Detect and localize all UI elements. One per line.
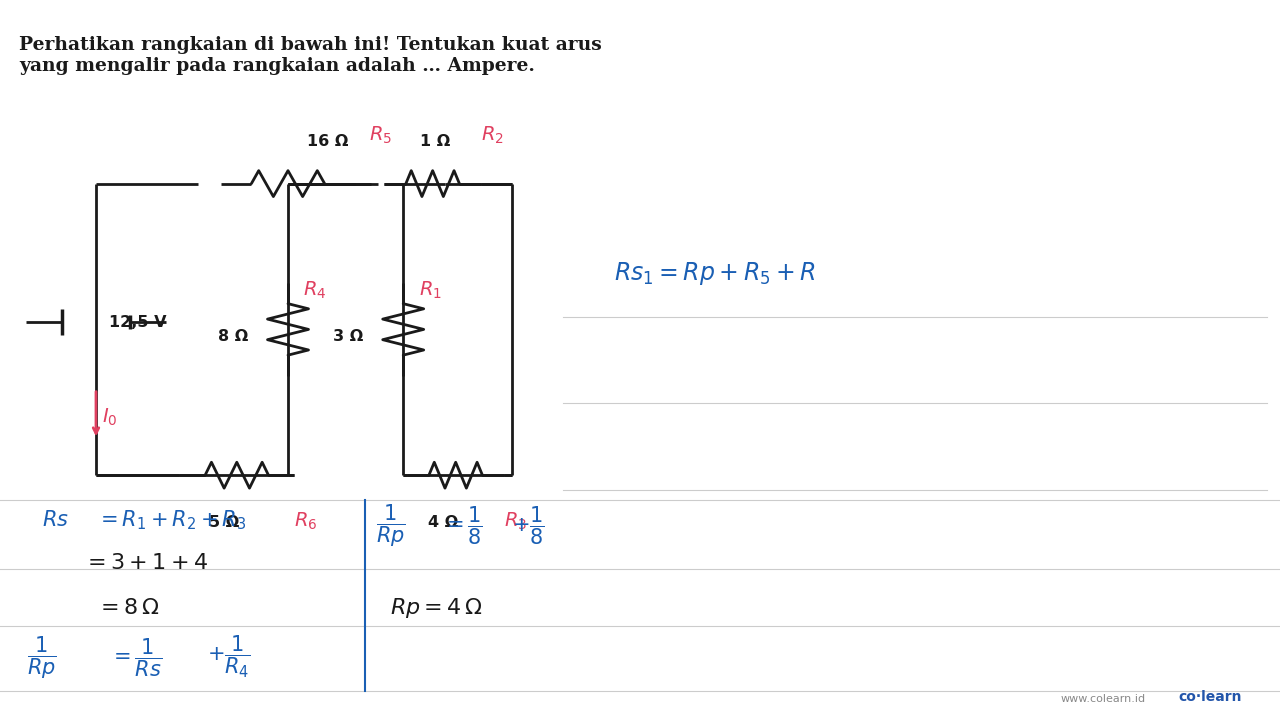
Text: Perhatikan rangkaian di bawah ini! Tentukan kuat arus
yang mengalir pada rangkai: Perhatikan rangkaian di bawah ini! Tentu… (19, 36, 602, 75)
Text: $= \dfrac{1}{Rs}$: $= \dfrac{1}{Rs}$ (109, 636, 161, 679)
Text: $\dfrac{1}{Rp}$: $\dfrac{1}{Rp}$ (27, 634, 58, 680)
Text: $R_4$: $R_4$ (303, 279, 326, 301)
Text: $= 3 + 1 + 4$: $= 3 + 1 + 4$ (83, 552, 209, 574)
Text: $Rs$: $Rs$ (42, 510, 69, 530)
Text: $+ \dfrac{1}{8}$: $+ \dfrac{1}{8}$ (512, 504, 545, 547)
Text: $\dfrac{1}{Rp}$: $\dfrac{1}{Rp}$ (375, 503, 406, 549)
Text: 8 Ω: 8 Ω (218, 329, 248, 344)
Text: $R_2$: $R_2$ (481, 125, 504, 146)
Text: 4 Ω: 4 Ω (428, 515, 458, 530)
Text: $R_6$: $R_6$ (294, 511, 317, 533)
Text: $= 8\,\Omega$: $= 8\,\Omega$ (96, 598, 159, 619)
Text: $R_1$: $R_1$ (419, 279, 442, 301)
Text: $= R_1 + R_2 + R_3$: $= R_1 + R_2 + R_3$ (96, 508, 246, 531)
Text: $R_5$: $R_5$ (369, 125, 392, 146)
Text: $+ \dfrac{1}{R_4}$: $+ \dfrac{1}{R_4}$ (207, 634, 251, 680)
Text: co·learn: co·learn (1178, 690, 1242, 704)
Text: 1 Ω: 1 Ω (420, 134, 451, 149)
Text: $R_3$: $R_3$ (504, 511, 527, 533)
Text: $Rp = 4\,\Omega$: $Rp = 4\,\Omega$ (390, 596, 483, 621)
Text: $I_0$: $I_0$ (102, 407, 118, 428)
Text: www.colearn.id: www.colearn.id (1060, 694, 1146, 704)
Text: $Rs_1 = Rp + R_5 + R$: $Rs_1 = Rp + R_5 + R$ (614, 260, 817, 287)
Text: 5 Ω: 5 Ω (209, 515, 239, 530)
Text: 16 Ω: 16 Ω (307, 134, 348, 149)
Text: 3 Ω: 3 Ω (333, 329, 364, 344)
Text: $= \dfrac{1}{8}$: $= \dfrac{1}{8}$ (442, 504, 483, 547)
Text: 12,5 V: 12,5 V (109, 315, 166, 330)
